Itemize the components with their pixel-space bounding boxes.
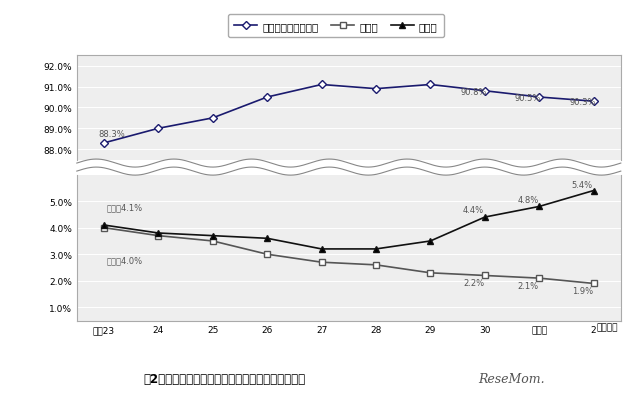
Text: 90.3%: 90.3% (569, 98, 596, 107)
Text: 4.4%: 4.4% (463, 205, 484, 215)
Text: 90.5%: 90.5% (515, 94, 541, 103)
Text: （年度）: （年度） (596, 323, 618, 332)
Text: 90.8%: 90.8% (460, 88, 487, 97)
Text: 4.8%: 4.8% (518, 195, 539, 204)
Text: 1.9%: 1.9% (572, 286, 593, 295)
Text: 88.3%: 88.3% (99, 130, 125, 138)
Text: 2.1%: 2.1% (518, 282, 539, 290)
Text: 通信制4.1%: 通信制4.1% (107, 203, 143, 212)
Text: 噣2　高等学校等への課程別進学者の構成比の推移: 噣2 高等学校等への課程別進学者の構成比の推移 (143, 373, 305, 385)
Text: 2.2%: 2.2% (463, 278, 484, 287)
Text: 5.4%: 5.4% (572, 181, 593, 190)
Text: 定時制4.0%: 定時制4.0% (107, 256, 143, 265)
Legend: 全日制（高専含む）, 定時制, 送信制: 全日制（高専含む）, 定時制, 送信制 (228, 15, 444, 38)
Text: ReseMom.: ReseMom. (479, 373, 545, 385)
